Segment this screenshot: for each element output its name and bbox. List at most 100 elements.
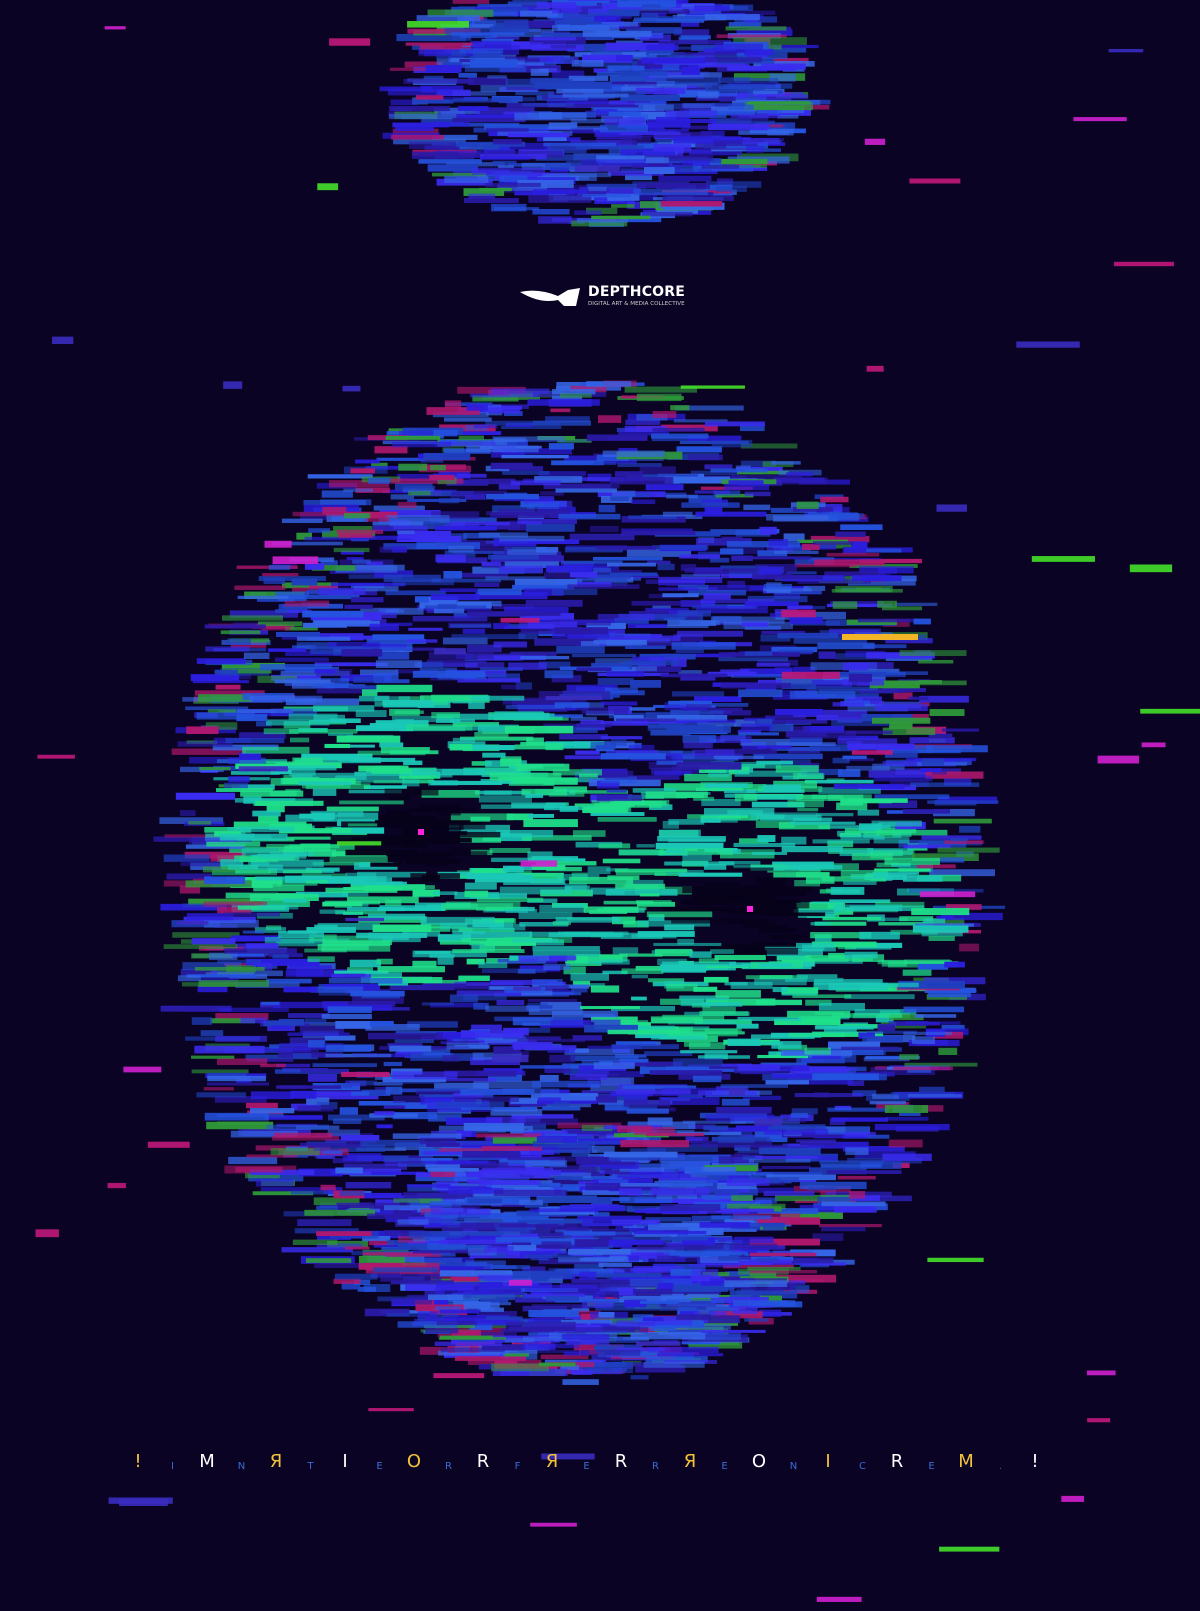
streak xyxy=(814,494,844,499)
streak xyxy=(242,930,264,934)
streak xyxy=(503,1150,554,1155)
streak xyxy=(234,585,286,590)
streak xyxy=(818,651,836,659)
streak xyxy=(535,154,604,161)
streak xyxy=(720,565,769,570)
streak xyxy=(538,471,586,477)
streak xyxy=(483,1180,541,1186)
streak xyxy=(859,823,882,831)
streak xyxy=(525,1254,583,1258)
streak xyxy=(696,1186,740,1195)
streak xyxy=(446,122,520,127)
streak xyxy=(543,572,589,579)
streak xyxy=(470,816,491,822)
streak xyxy=(408,1231,463,1239)
streak xyxy=(499,535,565,542)
streak xyxy=(304,562,325,570)
streak xyxy=(285,594,360,600)
streak xyxy=(593,1062,635,1070)
streak xyxy=(571,1175,623,1181)
streak xyxy=(610,477,674,485)
streak xyxy=(611,1219,661,1225)
streak xyxy=(191,1017,213,1025)
streak xyxy=(639,893,660,897)
streak xyxy=(245,958,320,966)
streak xyxy=(385,816,436,823)
streak xyxy=(339,1191,365,1196)
streak xyxy=(679,995,730,1001)
streak xyxy=(551,389,596,395)
streak xyxy=(491,1252,507,1258)
streak xyxy=(503,1027,529,1036)
streak xyxy=(492,139,523,145)
streak xyxy=(847,696,882,702)
streak xyxy=(950,838,968,842)
streak xyxy=(614,868,688,873)
streak xyxy=(859,983,927,992)
streak xyxy=(472,167,546,176)
streak xyxy=(364,1308,410,1317)
streak xyxy=(349,757,416,762)
streak xyxy=(572,1370,593,1375)
streak xyxy=(908,888,984,893)
streak xyxy=(311,812,336,820)
streak xyxy=(453,98,512,103)
streak xyxy=(469,59,518,68)
streak xyxy=(317,183,339,191)
streak xyxy=(535,861,597,866)
streak xyxy=(936,504,967,512)
streak xyxy=(711,439,753,448)
streak xyxy=(539,56,562,63)
streak xyxy=(666,1299,725,1307)
streak xyxy=(735,77,779,84)
logo-name: DEPTHCORE xyxy=(588,284,686,300)
streak xyxy=(681,574,721,579)
streak xyxy=(418,804,461,812)
streak xyxy=(451,1202,481,1209)
streak xyxy=(737,470,789,475)
streak xyxy=(746,145,764,153)
streak xyxy=(564,755,629,760)
streak xyxy=(450,718,476,723)
streak xyxy=(483,144,510,150)
streak xyxy=(756,745,792,749)
streak xyxy=(185,844,245,849)
streak xyxy=(419,1137,457,1145)
streak xyxy=(431,1208,491,1216)
streak xyxy=(840,870,888,878)
streak xyxy=(394,821,450,826)
streak xyxy=(590,741,617,750)
streak xyxy=(536,1136,577,1143)
streak xyxy=(599,1283,649,1292)
streak xyxy=(604,775,680,780)
streak xyxy=(488,1074,523,1082)
streak xyxy=(620,94,681,101)
streak xyxy=(657,46,712,50)
streak xyxy=(358,1255,405,1264)
streak xyxy=(692,1332,741,1340)
streak xyxy=(471,695,525,701)
streak xyxy=(694,1311,727,1316)
streak xyxy=(385,609,405,613)
streak xyxy=(624,84,687,91)
streak xyxy=(680,385,745,389)
streak xyxy=(547,125,607,130)
streak xyxy=(585,1182,660,1191)
streak xyxy=(278,1018,305,1026)
streak xyxy=(371,462,388,468)
streak xyxy=(789,616,823,624)
streak xyxy=(680,1050,738,1054)
streak xyxy=(569,876,634,885)
streak xyxy=(420,458,444,463)
streak xyxy=(939,1546,1000,1552)
streak xyxy=(867,982,919,988)
streak xyxy=(489,772,562,781)
streak xyxy=(425,1326,459,1334)
streak xyxy=(204,919,259,928)
streak xyxy=(841,1046,899,1050)
streak xyxy=(261,1001,280,1005)
streak xyxy=(833,784,905,789)
streak xyxy=(575,983,605,987)
streak xyxy=(336,529,384,535)
streak xyxy=(929,709,965,716)
